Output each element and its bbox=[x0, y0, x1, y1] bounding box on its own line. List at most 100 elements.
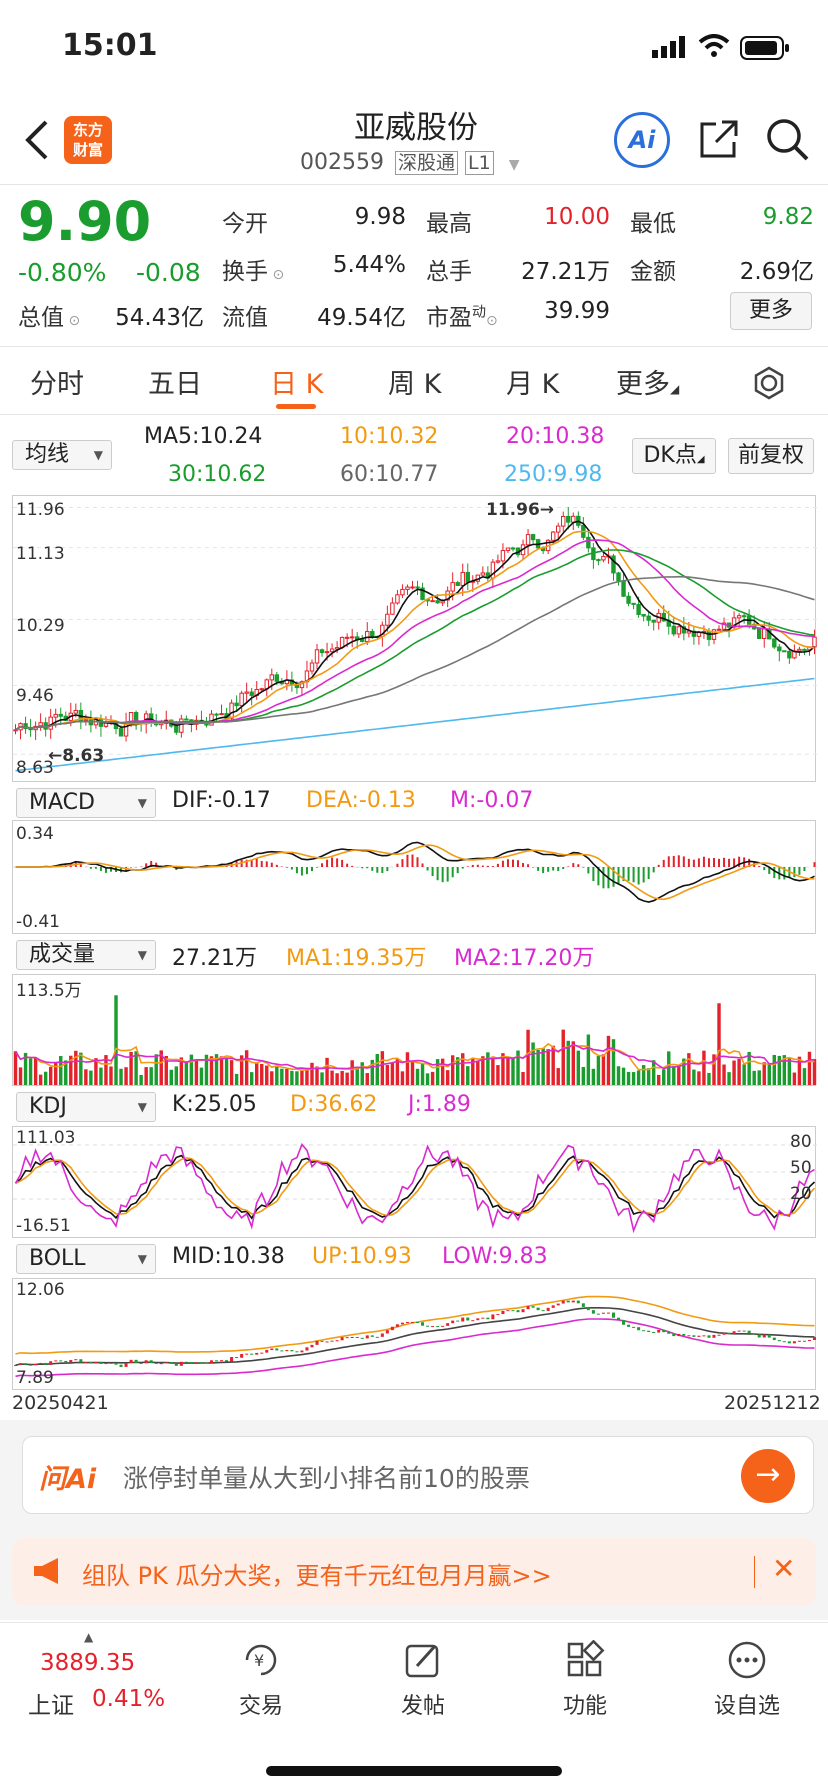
volume-bar bbox=[390, 1062, 395, 1085]
volume-bar bbox=[119, 1068, 123, 1085]
boll-candle bbox=[94, 1361, 98, 1364]
volume-bar bbox=[682, 1058, 686, 1085]
candle-body bbox=[259, 688, 264, 691]
boll-candle bbox=[204, 1362, 208, 1364]
tab-month-k[interactable]: 月 K bbox=[506, 369, 560, 400]
ma5-line bbox=[15, 520, 816, 731]
stock-title: 亚威股份 bbox=[354, 110, 478, 146]
ask-ai-brand: 问Ai bbox=[39, 1464, 97, 1495]
kdj-select[interactable]: KDJ ▼ bbox=[16, 1092, 156, 1122]
kline-chart[interactable] bbox=[12, 495, 817, 782]
stock-code-row[interactable]: 002559 深股通 L1 ▼ bbox=[300, 148, 519, 175]
boll-candle bbox=[617, 1317, 621, 1321]
index-expand-icon[interactable]: ▲ bbox=[84, 1630, 94, 1644]
candle-body bbox=[566, 515, 571, 523]
adjust-button[interactable]: 前复权 bbox=[728, 438, 814, 474]
boll-candle bbox=[84, 1362, 88, 1364]
low-marker: ←8.63 bbox=[48, 746, 105, 766]
app-logo: 东方 财富 bbox=[64, 116, 112, 164]
boll-candle bbox=[787, 1341, 791, 1344]
ask-ai-go-button[interactable]: → bbox=[741, 1449, 795, 1503]
candle-body bbox=[370, 631, 375, 637]
volume-bar bbox=[174, 1066, 179, 1085]
back-icon[interactable] bbox=[24, 118, 50, 166]
volume-bar bbox=[435, 1059, 440, 1085]
macd-dea: DEA:-0.13 bbox=[306, 788, 416, 813]
ai-button[interactable]: Ai bbox=[614, 112, 670, 168]
y-tick-3: 10.29 bbox=[16, 616, 65, 636]
tab-week-k[interactable]: 周 K bbox=[388, 369, 442, 400]
promo-banner[interactable]: 组队 PK 瓜分大奖，更有千元红包月月赢>> ✕ bbox=[12, 1538, 816, 1606]
boll-candle bbox=[657, 1329, 661, 1333]
nav-add-watchlist[interactable]: 设自选 bbox=[692, 1640, 802, 1720]
tab-intraday[interactable]: 分时 bbox=[30, 369, 84, 400]
volume-bar bbox=[410, 1061, 415, 1085]
boll-candle bbox=[516, 1310, 520, 1313]
volume-bar bbox=[405, 1052, 410, 1085]
signal-icon bbox=[652, 36, 690, 62]
boll-candle bbox=[290, 1350, 294, 1352]
ma250-line bbox=[15, 677, 815, 772]
candle-body bbox=[802, 648, 807, 651]
candle-body bbox=[465, 571, 470, 583]
volume-bar bbox=[541, 1048, 545, 1085]
boll-candle bbox=[431, 1326, 435, 1328]
candle-body bbox=[219, 713, 224, 716]
volume-bar bbox=[99, 1067, 103, 1085]
turnover-label: 换手 ⊙ bbox=[222, 259, 285, 285]
volume-bar bbox=[370, 1059, 374, 1085]
volume-label: 总手 bbox=[426, 259, 472, 285]
volume-bar bbox=[767, 1064, 771, 1085]
volume-top: 113.5万 bbox=[16, 981, 82, 1001]
close-icon[interactable]: ✕ bbox=[772, 1552, 796, 1585]
volume-bar bbox=[244, 1050, 249, 1085]
boll-candle bbox=[59, 1360, 63, 1362]
boll-candle bbox=[772, 1337, 776, 1341]
high-label: 最高 bbox=[426, 211, 472, 237]
nav-trade[interactable]: ¥ 交易 bbox=[206, 1640, 316, 1720]
tab-five-day[interactable]: 五日 bbox=[148, 369, 202, 400]
candle-body bbox=[586, 536, 591, 549]
ask-ai-box[interactable]: 问Ai 涨停封单量从大到小排名前10的股票 → bbox=[22, 1436, 814, 1514]
candle-body bbox=[324, 651, 330, 654]
boll-candle bbox=[732, 1331, 736, 1335]
settings-gear-icon[interactable] bbox=[752, 366, 786, 404]
share-icon[interactable] bbox=[698, 118, 740, 164]
index-value[interactable]: 3889.35 bbox=[40, 1650, 136, 1676]
boll-candle bbox=[506, 1310, 510, 1312]
ma60-line bbox=[15, 575, 815, 731]
boll-candle bbox=[461, 1317, 465, 1322]
kdj-20: 20 bbox=[790, 1184, 812, 1204]
candle-body bbox=[184, 718, 189, 721]
nav-post[interactable]: 发帖 bbox=[368, 1640, 478, 1720]
volume-bar bbox=[727, 1072, 731, 1085]
dk-point-button[interactable]: DK点◢ bbox=[632, 438, 716, 474]
boll-candle bbox=[581, 1303, 585, 1307]
volume-select[interactable]: 成交量 ▼ bbox=[16, 940, 156, 970]
volume-bar bbox=[114, 995, 118, 1085]
nav-functions[interactable]: 功能 bbox=[530, 1639, 640, 1720]
boll-candle bbox=[345, 1337, 349, 1339]
low-label: 最低 bbox=[630, 211, 676, 237]
volume-bar bbox=[33, 1057, 38, 1085]
boll-candle bbox=[410, 1321, 414, 1323]
search-icon[interactable] bbox=[766, 118, 810, 166]
boll-candle bbox=[707, 1335, 711, 1338]
macd-select[interactable]: MACD ▼ bbox=[16, 788, 156, 818]
y-tick-5: 8.63 bbox=[16, 758, 54, 778]
boll-candle bbox=[69, 1360, 73, 1363]
ma-select[interactable]: 均线 ▼ bbox=[12, 440, 112, 470]
volume-bar bbox=[139, 1074, 143, 1085]
more-stats-button[interactable]: 更多 bbox=[730, 292, 812, 330]
boll-candle bbox=[104, 1363, 108, 1365]
volume-bar bbox=[260, 1063, 264, 1085]
tab-more[interactable]: 更多◢ bbox=[616, 369, 680, 400]
change-abs: -0.08 bbox=[136, 258, 201, 287]
boll-select[interactable]: BOLL ▼ bbox=[16, 1244, 156, 1274]
candle-body bbox=[812, 636, 817, 648]
volume-bar bbox=[395, 1059, 400, 1085]
tab-day-k[interactable]: 日 K bbox=[270, 369, 324, 400]
boll-candle bbox=[34, 1364, 38, 1366]
header-divider bbox=[0, 184, 828, 185]
ai-label: Ai bbox=[628, 126, 656, 154]
